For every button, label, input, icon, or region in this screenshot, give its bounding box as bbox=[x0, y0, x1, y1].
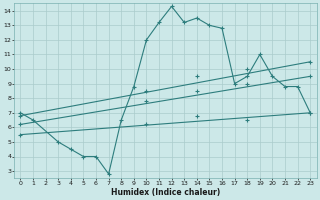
X-axis label: Humidex (Indice chaleur): Humidex (Indice chaleur) bbox=[111, 188, 220, 197]
